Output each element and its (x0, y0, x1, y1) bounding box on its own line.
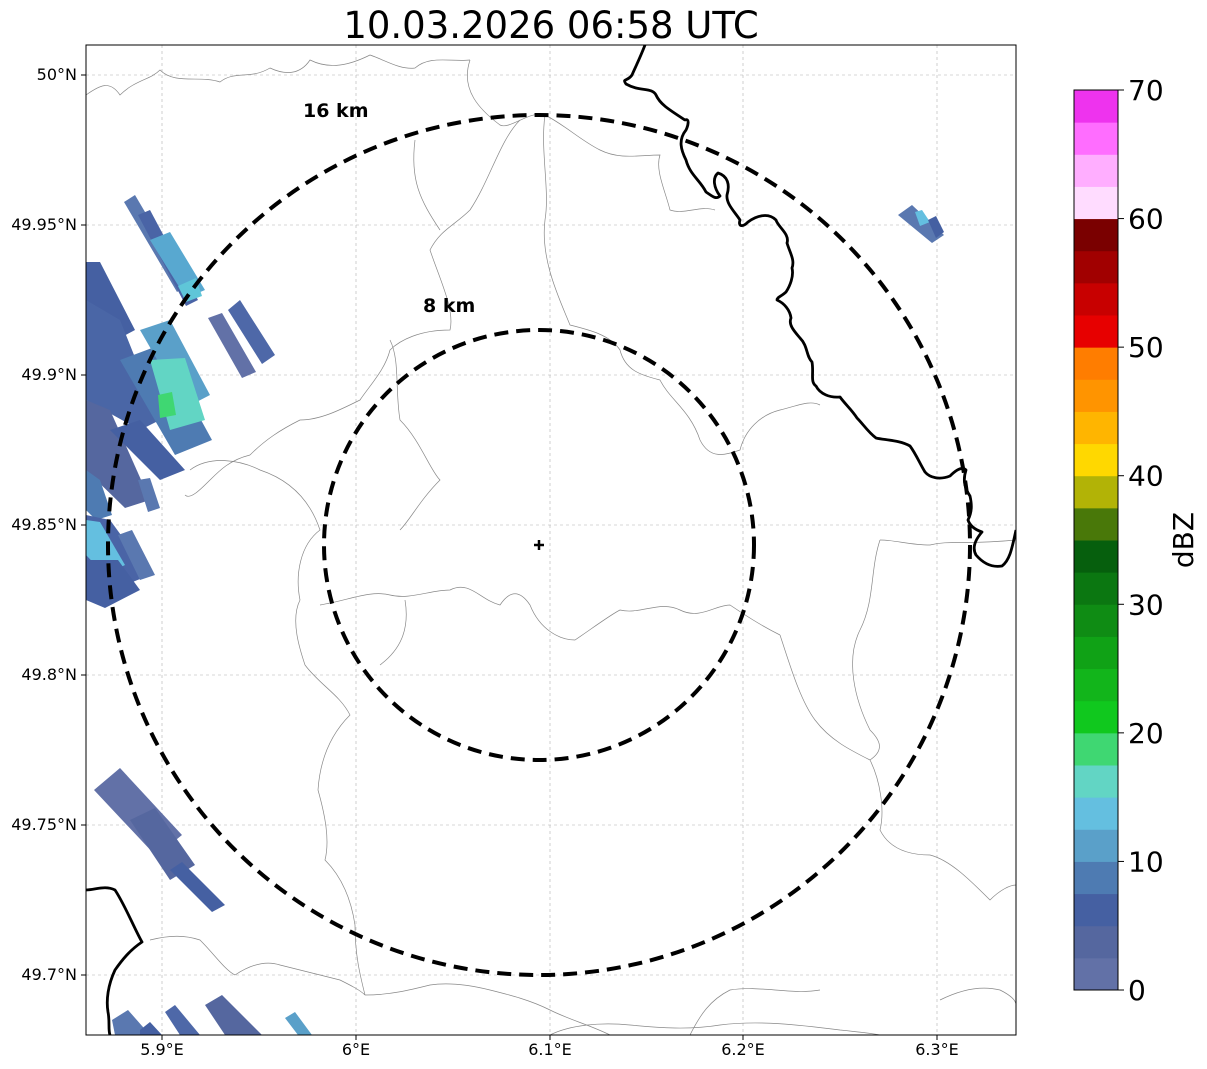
echo-cluster-west (86, 515, 155, 608)
colorbar-segment (1074, 765, 1118, 798)
map-panel: 16 km 8 km 5.9°E 6°E 6.1°E 6.2°E 6.3°E (11, 44, 1017, 1059)
colorbar-segment (1074, 443, 1118, 477)
colorbar-segment (1074, 507, 1118, 541)
colorbar-segment (1074, 250, 1118, 284)
colorbar-segment (1074, 668, 1118, 702)
colorbar-segment (1074, 379, 1118, 412)
range-ring-16km (106, 113, 972, 977)
colorbar-segment (1074, 572, 1118, 605)
colorbar-segment (1074, 893, 1118, 927)
colorbar-tick-label: 60 (1128, 203, 1164, 236)
map-title: 10.03.2026 06:58 UTC (343, 4, 758, 47)
colorbar-segment (1074, 700, 1118, 734)
colorbar-label: dBZ (1167, 512, 1200, 568)
colorbar-segment (1074, 282, 1118, 316)
colorbar-tick-label: 70 (1128, 74, 1164, 107)
admin-boundaries (86, 54, 1016, 1035)
x-tick-label: 6.3°E (915, 1040, 959, 1059)
x-tick-label: 6.1°E (528, 1040, 572, 1059)
x-tick-label: 5.9°E (140, 1040, 184, 1059)
colorbar-segment (1074, 604, 1118, 637)
colorbar-segment (1074, 829, 1118, 862)
y-tick-label: 50°N (37, 65, 77, 84)
colorbar-segment (1074, 732, 1118, 766)
range-rings (106, 113, 972, 977)
colorbar-segment (1074, 540, 1118, 573)
echo-cluster-northeast (898, 205, 944, 243)
y-tick-label: 49.9°N (21, 365, 77, 384)
colorbar-segment (1074, 925, 1118, 959)
range-ring-16km-label: 16 km (303, 100, 369, 122)
colorbar-tick-label: 30 (1128, 588, 1164, 621)
map-background (86, 45, 1016, 1035)
radar-echoes (86, 195, 944, 1035)
colorbar-segment (1074, 861, 1118, 895)
y-tick-label: 49.7°N (21, 965, 77, 984)
x-tick-label: 6.2°E (721, 1040, 765, 1059)
radar-location-marker (534, 540, 544, 550)
colorbar-segment (1074, 475, 1118, 509)
colorbar-segment (1074, 797, 1118, 830)
echo-cluster-southwest (94, 768, 312, 1035)
colorbar-segment (1074, 218, 1118, 252)
colorbar-segment (1074, 957, 1118, 991)
map-frame (85, 44, 1017, 1036)
national-border (86, 45, 1016, 1035)
colorbar-segment (1074, 315, 1118, 348)
colorbar-segment (1074, 186, 1118, 220)
colorbar-tick-label: 10 (1128, 845, 1164, 878)
colorbar-segment (1074, 411, 1118, 445)
colorbar-ticks: 0 10 20 30 40 50 60 70 (1118, 74, 1164, 1007)
colorbar: 0 10 20 30 40 50 60 70 dBZ (1073, 74, 1200, 1007)
y-tick-label: 49.75°N (11, 815, 77, 834)
y-tick-label: 49.95°N (11, 215, 77, 234)
x-axis (161, 1035, 938, 1040)
colorbar-segment (1074, 347, 1118, 380)
y-tick-label: 49.85°N (11, 515, 77, 534)
colorbar-segment (1074, 122, 1118, 155)
colorbar-segment (1074, 90, 1118, 123)
colorbar-tick-label: 20 (1128, 717, 1164, 750)
echo-cluster-northwest (86, 195, 275, 520)
y-tick-label: 49.8°N (21, 665, 77, 684)
colorbar-tick-label: 0 (1128, 974, 1146, 1007)
range-ring-8km (322, 328, 756, 762)
colorbar-segments (1074, 90, 1118, 991)
x-tick-label: 6°E (342, 1040, 370, 1059)
colorbar-segment (1074, 154, 1118, 187)
colorbar-tick-label: 40 (1128, 460, 1164, 493)
y-axis (81, 74, 86, 976)
colorbar-frame (1073, 89, 1119, 991)
range-ring-8km-label: 8 km (423, 295, 475, 317)
gridlines (86, 45, 1016, 1035)
colorbar-tick-label: 50 (1128, 331, 1164, 364)
colorbar-segment (1074, 636, 1118, 670)
